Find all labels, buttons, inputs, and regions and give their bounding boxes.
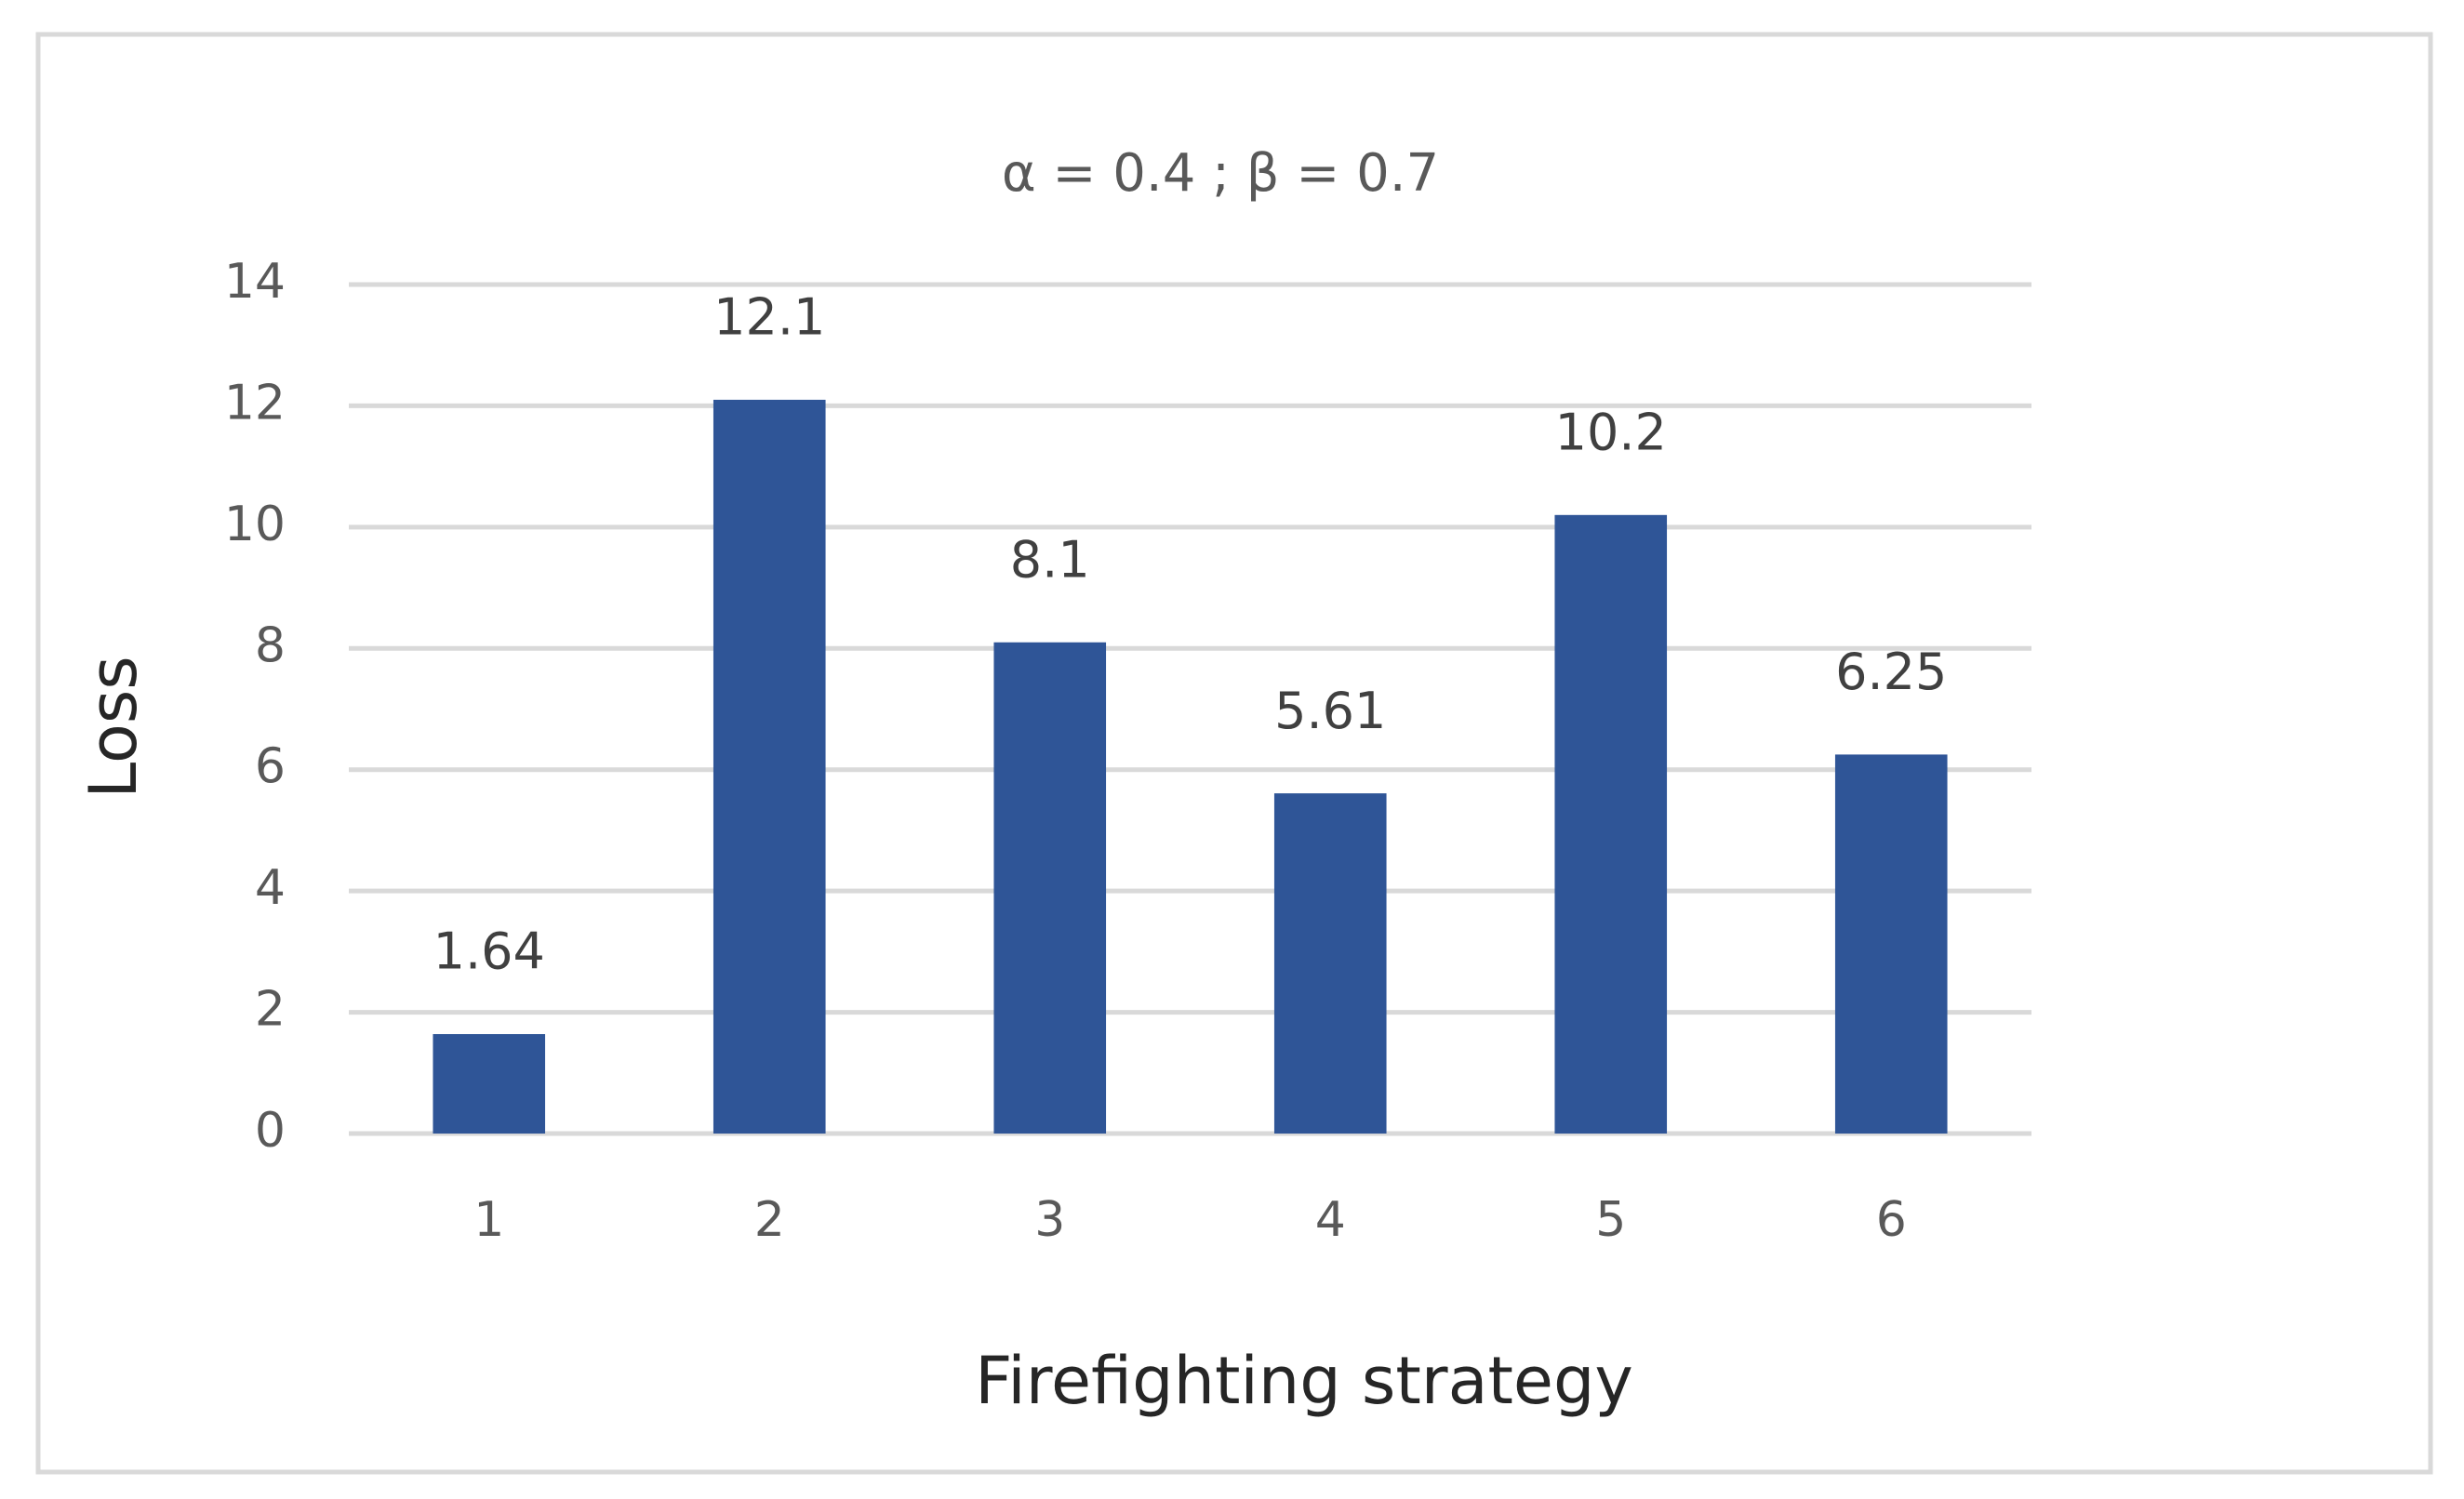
bar	[713, 399, 826, 1134]
x-tick-label: 3	[1034, 1192, 1065, 1248]
y-tick-label: 2	[255, 982, 286, 1038]
data-label: 6.25	[1835, 643, 1947, 701]
y-tick-label: 6	[255, 739, 286, 795]
bar	[1554, 514, 1668, 1134]
y-axis-label: Loss	[75, 656, 152, 799]
bar	[1273, 793, 1387, 1134]
y-tick-label: 8	[255, 617, 286, 673]
bar	[993, 642, 1107, 1134]
x-tick-label: 5	[1595, 1192, 1626, 1248]
data-label: 10.2	[1555, 403, 1667, 461]
y-tick-label: 14	[224, 254, 286, 310]
y-tick-label: 10	[224, 497, 286, 552]
x-tick-label: 6	[1876, 1192, 1907, 1248]
y-tick-label: 12	[224, 375, 286, 431]
bar	[1834, 754, 1948, 1134]
y-tick-label: 4	[255, 860, 286, 916]
chart-title: α = 0.4 ; β = 0.7	[1002, 143, 1439, 204]
data-label: 1.64	[433, 922, 545, 981]
chart-border	[35, 32, 2433, 1475]
data-label: 8.1	[1010, 530, 1090, 589]
x-tick-label: 1	[473, 1192, 504, 1248]
y-tick-label: 0	[255, 1103, 286, 1159]
x-tick-label: 2	[754, 1192, 785, 1248]
x-axis-label: Firefighting strategy	[975, 1343, 1633, 1419]
data-label: 12.1	[713, 288, 825, 347]
bar	[433, 1034, 546, 1134]
data-label: 5.61	[1274, 682, 1386, 740]
x-tick-label: 4	[1315, 1192, 1346, 1248]
